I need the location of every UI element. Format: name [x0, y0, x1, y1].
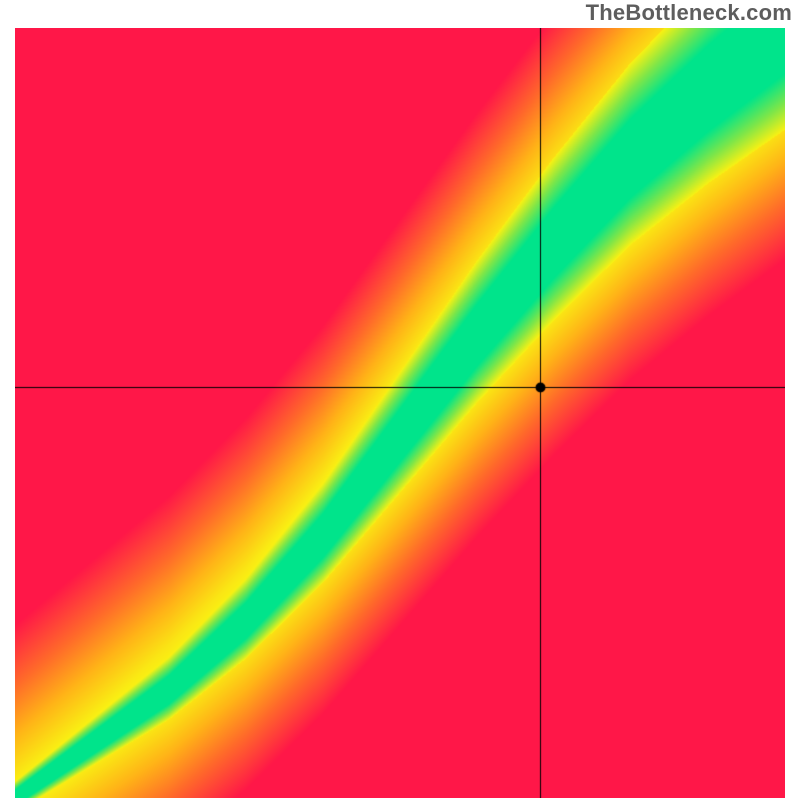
watermark-text: TheBottleneck.com: [586, 0, 792, 26]
chart-container: TheBottleneck.com: [0, 0, 800, 800]
heatmap-canvas: [15, 28, 785, 798]
